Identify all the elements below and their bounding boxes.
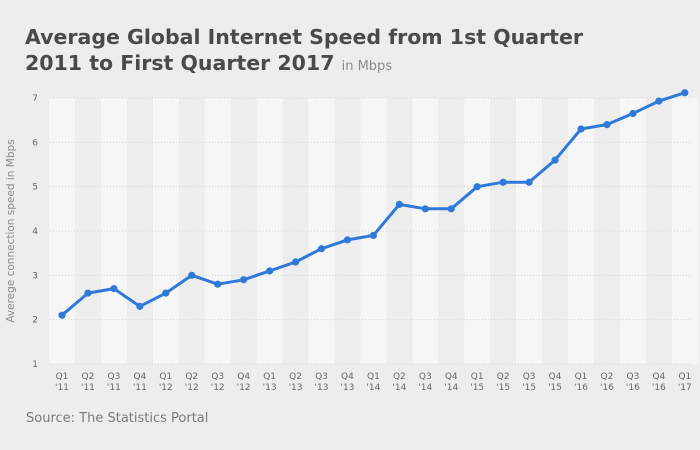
x-tick-label: Q3'15 (522, 372, 536, 393)
data-point (58, 311, 66, 319)
x-tick-label: Q2'11 (81, 372, 95, 393)
x-tick-label: Q3'12 (211, 372, 225, 393)
column-band (464, 98, 491, 364)
data-point (655, 97, 663, 105)
data-point (525, 178, 533, 186)
data-point (291, 258, 300, 266)
x-tick-label: Q2'16 (600, 372, 614, 393)
column-band (308, 98, 335, 364)
data-point (317, 245, 326, 253)
x-tick-label: Q3'14 (418, 372, 432, 393)
data-point (240, 276, 248, 284)
x-tick-label: Q1'14 (366, 372, 380, 393)
y-axis-ticks: 1 2 3 4 5 6 7 (32, 94, 38, 370)
x-tick-label: Q4'16 (652, 372, 666, 393)
data-point (681, 89, 689, 97)
data-point (551, 156, 559, 164)
x-tick-label: Q3'16 (626, 372, 640, 393)
x-tick-label: Q1'11 (55, 372, 69, 393)
y-tick-label: 1 (32, 360, 38, 370)
column-band (152, 98, 179, 364)
data-point (188, 271, 196, 279)
data-point (343, 236, 352, 244)
x-tick-label: Q1'16 (574, 372, 588, 393)
chart-title-text: Average Global Internet Speed from 1st Q… (25, 25, 583, 75)
x-tick-label: Q2'14 (392, 372, 406, 393)
data-point (214, 280, 222, 288)
x-tick-label: Q1'12 (159, 372, 173, 393)
data-point (447, 205, 455, 213)
y-tick-label: 6 (32, 138, 38, 148)
data-point (603, 121, 611, 129)
column-band (204, 98, 231, 364)
column-band (516, 98, 543, 364)
series-speed (58, 89, 689, 319)
data-point (499, 178, 507, 186)
x-tick-label: Q3'13 (315, 372, 329, 393)
column-band (671, 98, 698, 364)
chart-subtitle: in Mbps (341, 59, 393, 74)
x-tick-label: Q2'15 (496, 372, 510, 393)
x-tick-label: Q4'15 (548, 372, 562, 393)
y-tick-label: 3 (32, 271, 38, 281)
x-axis-ticks: Q1'11 Q2'11 Q3'11 Q4'11 Q1'12 Q2'12 Q3'12 Q4'12… (55, 372, 692, 393)
source-note: Source: The Statistics Portal (26, 411, 209, 426)
data-point (162, 289, 170, 297)
x-tick-label: Q4'13 (340, 372, 354, 393)
data-point (266, 267, 274, 275)
y-tick-label: 7 (32, 94, 38, 104)
chart-title: Average Global Internet Speed from 1st Q… (25, 24, 645, 80)
x-tick-label: Q2'12 (185, 372, 199, 393)
x-tick-label: Q4'14 (444, 372, 458, 393)
x-tick-label: Q3'11 (107, 372, 121, 393)
column-band (360, 98, 387, 364)
x-tick-label: Q1'15 (470, 372, 484, 393)
data-point (473, 183, 481, 191)
data-point (421, 205, 429, 213)
data-point (577, 125, 585, 133)
data-point (629, 109, 637, 118)
y-tick-label: 4 (32, 227, 38, 237)
x-tick-label: Q1'17 (678, 372, 692, 393)
data-point (84, 289, 92, 297)
x-tick-label: Q2'13 (289, 372, 303, 393)
x-tick-label: Q1'13 (263, 372, 277, 393)
data-point (395, 200, 403, 208)
x-tick-label: Q4'12 (237, 372, 251, 393)
data-point (110, 285, 118, 293)
y-axis-title: Averege connection speed in Mbps (5, 139, 17, 322)
data-point (369, 231, 377, 240)
x-tick-label: Q4'11 (133, 372, 147, 393)
y-tick-label: 5 (32, 183, 38, 193)
data-point (136, 302, 144, 310)
y-tick-label: 2 (32, 316, 38, 326)
